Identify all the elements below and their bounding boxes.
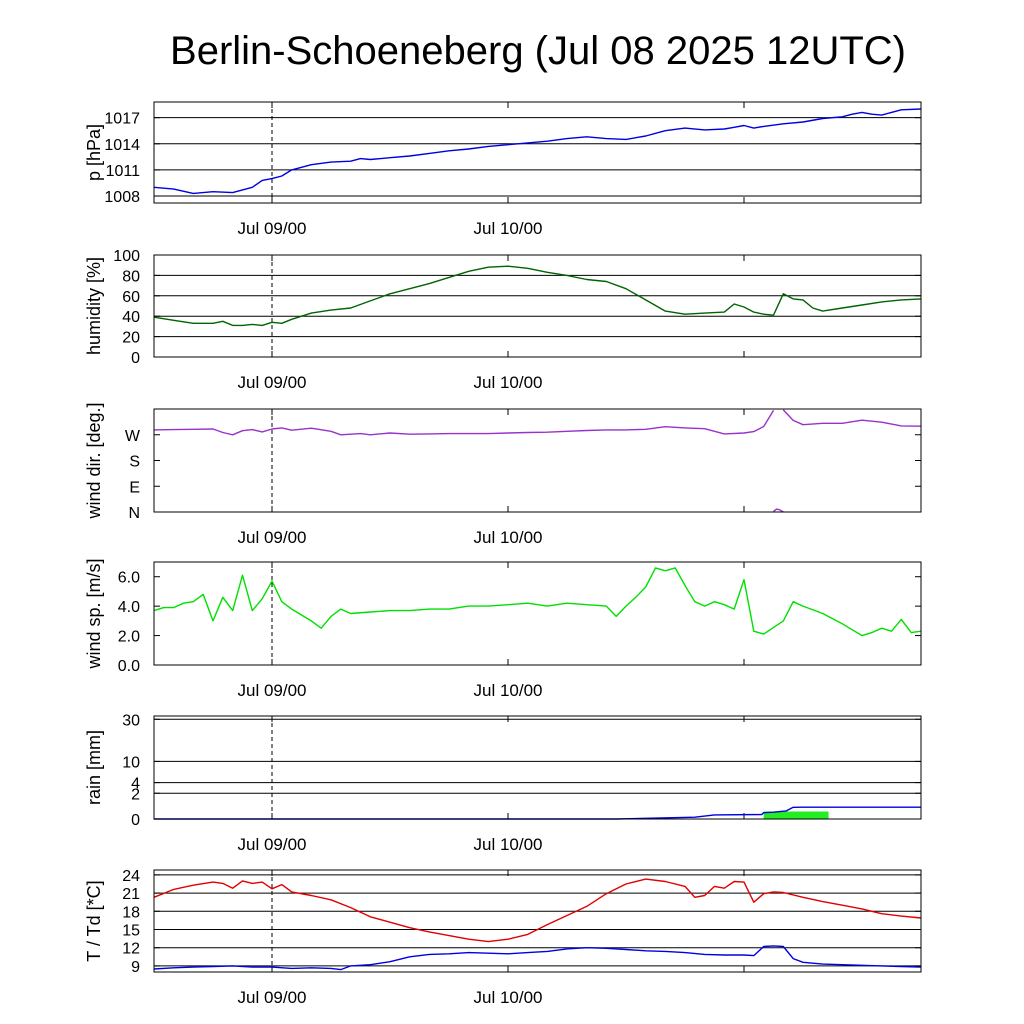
pressure-series-0 — [153, 108, 922, 195]
wind-direction-series-0 — [153, 410, 775, 436]
y-axis-label: rain [mm] — [84, 730, 104, 805]
panel-humidity: 0 20 40 60 80 100 humidity [%] Jul 09/00 Jul 10/… — [84, 248, 922, 392]
y-tick-label: 30 — [122, 712, 140, 729]
y-tick-label: 10 — [122, 754, 140, 771]
temperature-dewpoint-series-1 — [153, 945, 922, 971]
y-tick-label: 6.0 — [118, 570, 140, 587]
y-tick-label: S — [129, 454, 140, 471]
x-date-label: Jul 09/00 — [238, 835, 307, 854]
y-axis-label: wind sp. [m/s] — [84, 558, 104, 669]
y-axis-label: p [hPa] — [84, 124, 104, 181]
x-date-label: Jul 10/00 — [474, 681, 543, 700]
panel-frame — [153, 254, 922, 358]
x-date-label: Jul 10/00 — [474, 835, 543, 854]
y-tick-label: 100 — [113, 248, 140, 265]
y-tick-label: 0 — [131, 812, 140, 829]
panel-frame — [153, 715, 922, 820]
panel-frame — [153, 561, 922, 666]
temperature-dewpoint-series-0 — [153, 878, 922, 943]
panel-rain: 0 24 10 30 rain [mm] Jul 09/00 Jul 10/00 — [84, 712, 922, 854]
y-tick-label: 2 — [131, 786, 140, 803]
x-date-label: Jul 10/00 — [474, 373, 543, 392]
y-tick-label: 1017 — [104, 111, 140, 128]
y-axis-label: T / Td [*C] — [84, 880, 104, 961]
rain-series-0 — [154, 806, 921, 820]
y-tick-label: 4 — [131, 776, 140, 793]
y-tick-label: E — [129, 479, 140, 496]
panel-frame — [153, 101, 922, 204]
x-date-label: Jul 09/00 — [238, 373, 307, 392]
wind-direction-series-1 — [773, 508, 784, 513]
y-tick-label: 12 — [122, 941, 140, 958]
y-tick-label: 60 — [122, 289, 140, 306]
y-tick-label: 1011 — [106, 163, 141, 180]
wind-direction-series-2 — [782, 409, 922, 427]
humidity-series-0 — [153, 265, 922, 327]
y-tick-label: W — [125, 428, 141, 445]
y-tick-label: 80 — [122, 268, 140, 285]
y-axis-label: wind dir. [deg.] — [84, 402, 104, 519]
y-axis-label: humidity [%] — [84, 257, 104, 355]
x-date-label: Jul 09/00 — [238, 988, 307, 1007]
x-date-label: Jul 09/00 — [238, 528, 307, 547]
y-tick-label: 1008 — [104, 189, 140, 206]
y-tick-label: 18 — [122, 904, 140, 921]
x-date-label: Jul 10/00 — [474, 988, 543, 1007]
x-date-label: Jul 09/00 — [238, 219, 307, 238]
chart-title: Berlin-Schoeneberg (Jul 08 2025 12UTC) — [170, 29, 906, 73]
y-tick-label: 1014 — [104, 137, 140, 154]
y-tick-label: 2.0 — [118, 629, 140, 646]
y-tick-label: 20 — [122, 330, 140, 347]
x-date-label: Jul 09/00 — [238, 681, 307, 700]
y-tick-label: 0 — [131, 350, 140, 367]
y-tick-label: 21 — [122, 886, 140, 903]
wind-speed-series-0 — [153, 567, 922, 637]
y-tick-label: 15 — [122, 923, 140, 940]
y-tick-label: N — [128, 505, 140, 522]
y-tick-label: 0.0 — [118, 658, 140, 675]
y-tick-label: 24 — [122, 868, 140, 885]
y-tick-label: 40 — [122, 309, 140, 326]
rain-bar — [763, 811, 829, 819]
x-date-label: Jul 10/00 — [474, 528, 543, 547]
y-tick-label: 4.0 — [118, 599, 140, 616]
x-date-label: Jul 10/00 — [474, 219, 543, 238]
panel-frame — [153, 869, 922, 973]
y-tick-label: 9 — [131, 959, 140, 976]
panel-wind-speed: 0.0 2.0 4.0 6.0 wind sp. [m/s] Jul 09/00 Jul 1… — [84, 558, 922, 700]
